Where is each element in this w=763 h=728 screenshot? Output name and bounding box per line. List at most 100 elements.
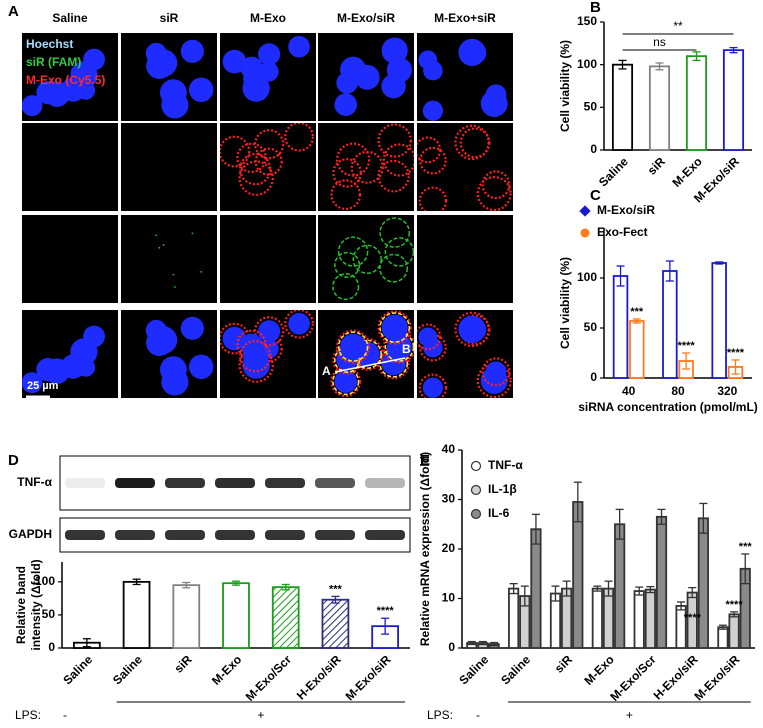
bar <box>629 320 645 379</box>
exo-ring <box>418 186 448 211</box>
exo-ring <box>476 176 512 211</box>
x-tick-label: Saline <box>60 652 95 687</box>
bar <box>711 262 727 379</box>
exo-ring <box>330 179 362 211</box>
lps-plus: + <box>626 708 633 722</box>
blot-band <box>315 478 355 488</box>
bar <box>644 588 656 649</box>
y-tick-label: 150 <box>577 14 597 28</box>
tile-content <box>220 310 315 383</box>
channel-label: M-Exo (Cy5.5) <box>26 73 105 87</box>
bar <box>549 592 562 649</box>
bar <box>561 587 573 649</box>
error-bar <box>618 59 627 70</box>
nucleus <box>386 57 412 83</box>
nucleus <box>458 38 486 66</box>
blot-band <box>65 478 105 488</box>
sir-dot <box>158 246 161 249</box>
bar <box>602 587 615 649</box>
lps-plus: + <box>257 708 264 722</box>
lps-label: LPS: <box>427 708 453 722</box>
exo-ring <box>254 316 285 347</box>
nucleus <box>288 35 310 58</box>
y-tick-label: 0 <box>590 370 597 384</box>
bar <box>572 501 584 649</box>
bar <box>530 528 542 649</box>
nucleus <box>243 344 268 369</box>
exo-ring <box>418 373 448 398</box>
blot-band <box>265 478 305 488</box>
sir-ring <box>379 312 411 343</box>
y-axis-label: Relative mRNA expression (Δfold) <box>418 452 432 646</box>
error-bar <box>699 502 708 534</box>
nucleus <box>159 356 187 383</box>
column-label: M-Exo <box>250 11 286 25</box>
error-bar <box>232 580 240 586</box>
image-tile <box>220 310 316 398</box>
nucleus <box>422 377 444 398</box>
nucleus <box>485 361 507 383</box>
significance-label: **** <box>727 347 745 359</box>
image-tile <box>22 215 118 303</box>
y-axis-label: Cell viability (%) <box>558 257 572 349</box>
legend-swatch <box>470 484 482 496</box>
x-tick-label: Saline <box>596 154 631 189</box>
column-label: M-Exo/siR <box>337 11 395 25</box>
x-axis-label: siRNA concentration (pmol/mL) <box>578 400 758 414</box>
bar <box>612 275 629 379</box>
nucleus <box>485 84 507 106</box>
error-bar <box>331 595 340 604</box>
exo-ring <box>254 129 285 160</box>
image-tile <box>22 33 118 121</box>
bar <box>591 587 603 649</box>
tile-bg <box>121 215 217 303</box>
exo-ring <box>419 333 447 362</box>
panel-letter: B <box>590 0 601 16</box>
image-tile <box>121 123 217 211</box>
exo-ring <box>284 310 315 339</box>
legend-label: TNF-α <box>488 458 523 472</box>
image-tile <box>121 215 217 303</box>
nucleus <box>180 316 204 340</box>
bar <box>648 65 671 151</box>
tile-content <box>145 39 214 119</box>
error-bar <box>573 481 582 523</box>
blot-band <box>365 530 405 540</box>
channel-label: Hoechst <box>26 37 73 51</box>
bar <box>611 63 634 151</box>
bar <box>722 49 745 151</box>
y-tick-label: 20 <box>442 541 456 555</box>
y-tick-label: 30 <box>442 492 456 506</box>
tile-bg <box>22 123 118 211</box>
error-bar <box>381 617 390 635</box>
bar <box>685 55 708 151</box>
exo-ring <box>454 311 490 348</box>
nucleus <box>381 37 408 64</box>
x-tick-label: Saline <box>498 652 533 687</box>
x-tick-label: siR <box>552 652 575 675</box>
error-bar <box>635 586 644 596</box>
exo-ring <box>481 357 511 387</box>
y-axis-label: Relative band <box>14 566 28 644</box>
significance-label: ** <box>673 19 683 33</box>
image-tile <box>22 123 118 211</box>
error-bar <box>615 508 624 540</box>
error-bar <box>616 265 625 287</box>
y-tick-label: 100 <box>35 574 55 588</box>
error-bar <box>562 580 571 597</box>
x-tick-label: Saline <box>110 652 145 687</box>
y-axis-label: Cell viability (%) <box>558 40 572 132</box>
error-bar <box>509 583 518 595</box>
bar <box>662 270 678 379</box>
nucleus <box>340 333 367 360</box>
sir-dot <box>200 270 203 273</box>
bar <box>728 613 740 649</box>
bar <box>222 582 250 649</box>
y-tick-label: 50 <box>584 320 598 334</box>
bar <box>172 584 201 649</box>
sir-ring <box>352 244 382 275</box>
blot-band <box>115 478 155 488</box>
error-bar <box>731 359 740 375</box>
